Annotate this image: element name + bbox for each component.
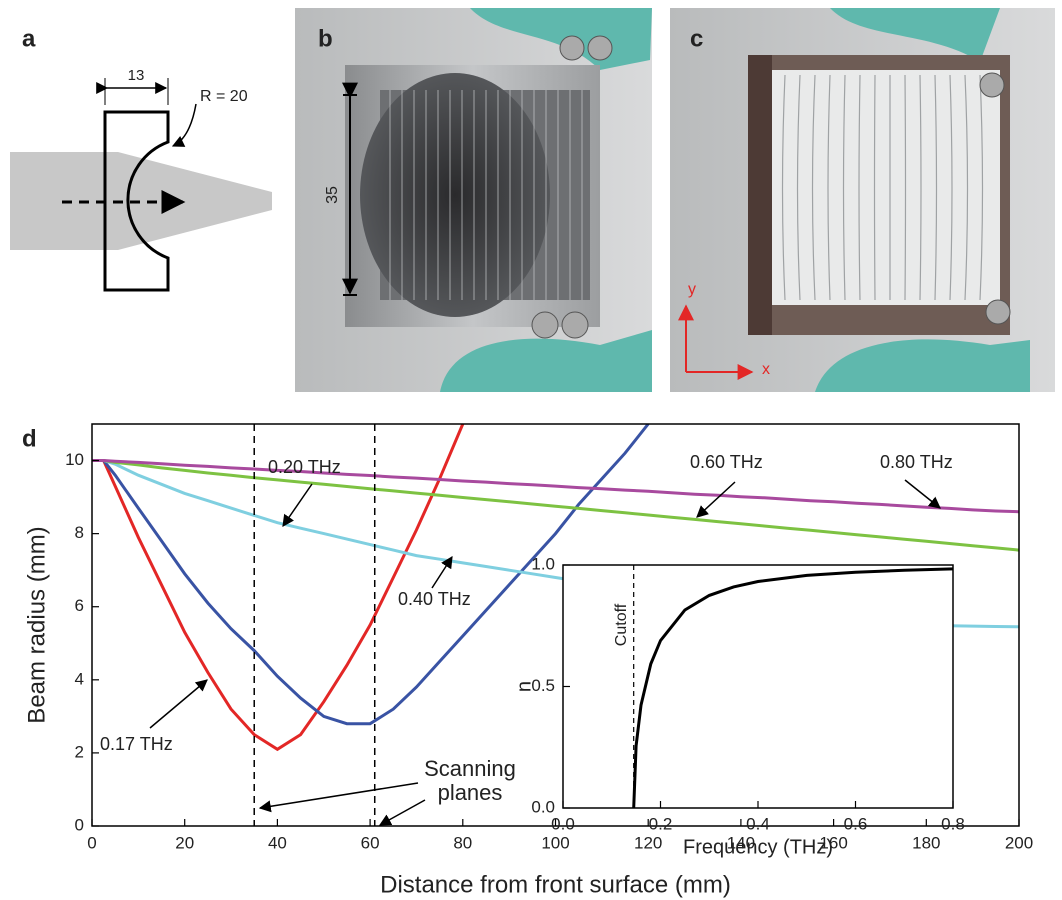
series-annotation: 0.17 THz bbox=[100, 734, 173, 754]
y-tick-label: 2 bbox=[75, 742, 84, 761]
series-annotation: 0.20 THz bbox=[268, 457, 341, 477]
x-tick-label: 60 bbox=[361, 833, 380, 852]
annotation-arrow bbox=[432, 557, 452, 588]
radius-label: R = 20 bbox=[200, 88, 248, 105]
x-tick-label: 180 bbox=[912, 833, 940, 852]
cutoff-label: Cutoff bbox=[613, 603, 630, 646]
x-tick-label: 120 bbox=[634, 833, 662, 852]
panel-label: d bbox=[22, 425, 37, 452]
x-tick-label: 0.0 bbox=[551, 814, 575, 833]
x-tick-label: 20 bbox=[175, 833, 194, 852]
x-tick-label: 0 bbox=[87, 833, 96, 852]
width-label: 13 bbox=[128, 67, 145, 84]
height-label: 35 bbox=[324, 186, 341, 204]
x-axis-title: Distance from front surface (mm) bbox=[380, 871, 731, 898]
x-tick-label: 0.8 bbox=[941, 814, 965, 833]
annotation-arrow bbox=[150, 680, 207, 728]
annotation-arrow bbox=[380, 800, 425, 825]
series-annotation: 0.60 THz bbox=[690, 452, 763, 472]
series-annotation: 0.80 THz bbox=[880, 452, 953, 472]
y-axis-title: n bbox=[513, 681, 535, 692]
annotation-arrow bbox=[283, 484, 312, 526]
y-tick-label: 8 bbox=[75, 523, 84, 542]
panel-label: b bbox=[318, 25, 333, 52]
x-tick-label: 0.2 bbox=[649, 814, 673, 833]
x-tick-label: 80 bbox=[453, 833, 472, 852]
x-axis-label: x bbox=[762, 361, 770, 378]
figure: 13 R = 20 35 y x a b c d 020406080100120… bbox=[0, 0, 1062, 900]
y-tick-label: 0.0 bbox=[531, 797, 555, 816]
photo-b: 35 bbox=[295, 8, 652, 392]
annotation-arrow bbox=[260, 783, 418, 808]
x-tick-label: 200 bbox=[1005, 833, 1033, 852]
x-tick-label: 100 bbox=[541, 833, 569, 852]
panel-label: c bbox=[690, 25, 703, 52]
panel-label: a bbox=[22, 25, 36, 52]
y-tick-label: 0 bbox=[75, 815, 84, 834]
y-tick-label: 1.0 bbox=[531, 554, 555, 573]
scanning-label: planes bbox=[438, 780, 503, 805]
photo-c: y x bbox=[670, 8, 1055, 392]
lens-diagram: 13 R = 20 bbox=[10, 67, 272, 290]
x-axis-title: Frequency (THz) bbox=[683, 836, 833, 858]
series-annotation: 0.40 THz bbox=[398, 589, 471, 609]
y-tick-label: 4 bbox=[75, 669, 84, 688]
y-tick-label: 10 bbox=[65, 450, 84, 469]
x-tick-label: 0.6 bbox=[844, 814, 868, 833]
inset-background bbox=[563, 565, 953, 808]
scanning-label: Scanning bbox=[424, 756, 516, 781]
y-axis-label: y bbox=[688, 281, 696, 298]
x-tick-label: 0.4 bbox=[746, 814, 770, 833]
x-tick-label: 40 bbox=[268, 833, 287, 852]
annotation-arrow bbox=[697, 482, 735, 517]
y-axis-title: Beam radius (mm) bbox=[23, 526, 50, 723]
annotation-arrow bbox=[905, 480, 940, 508]
y-tick-label: 6 bbox=[75, 596, 84, 615]
